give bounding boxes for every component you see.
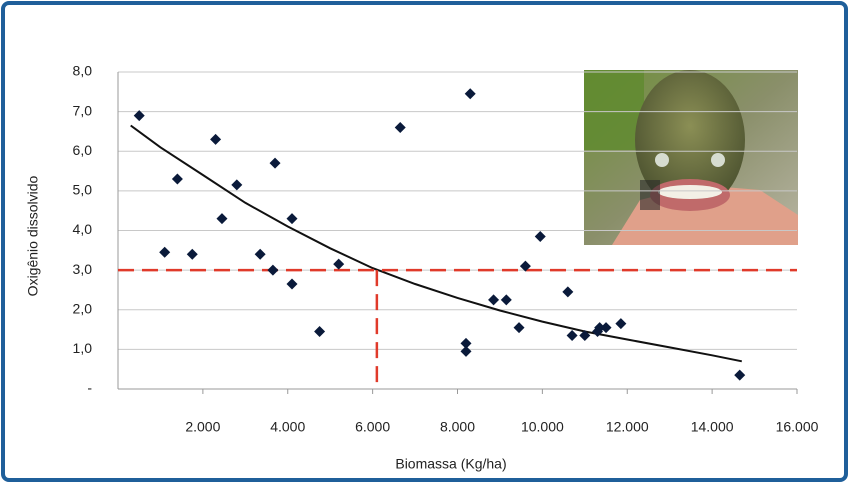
chart: Biomassa (Kg/ha) Oxigênio dissolvido - 1,… [0,0,849,483]
y-tick-label: - [87,380,92,396]
y-axis-label: Oxigênio dissolvido [25,175,41,296]
y-tick-label: 6,0 [73,142,93,158]
y-tick-label: 4,0 [73,221,93,237]
x-tick-label: 12.000 [606,419,649,435]
x-tick-label: 8.000 [440,419,475,435]
y-tick-label: 8,0 [73,63,93,79]
x-tick-label: 10.000 [521,419,564,435]
x-tick-label: 2.000 [185,419,220,435]
y-tick-label: 3,0 [73,261,93,277]
x-axis-label: Biomassa (Kg/ha) [395,456,506,472]
y-tick-label: 5,0 [73,182,93,198]
x-tick-label: 14.000 [691,419,734,435]
x-tick-label: 4.000 [270,419,305,435]
x-tick-label: 16.000 [776,419,819,435]
photo [584,70,798,245]
y-tick-label: 2,0 [73,300,93,316]
x-tick-label: 6.000 [355,419,390,435]
y-tick-label: 7,0 [73,102,93,118]
y-tick-label: 1,0 [73,340,93,356]
